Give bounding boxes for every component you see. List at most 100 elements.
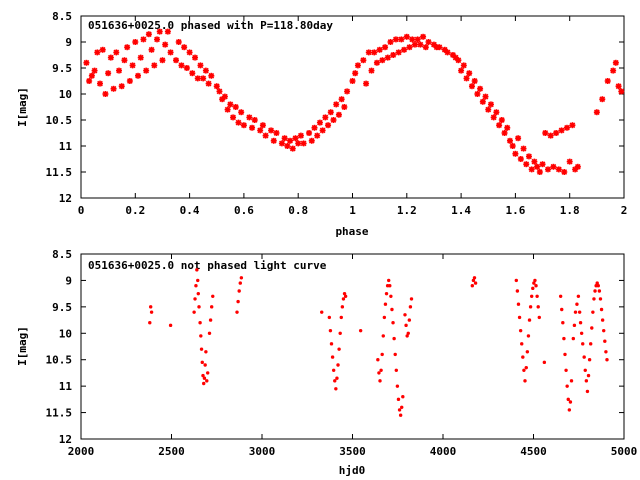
- unphased-data-point: [208, 318, 213, 322]
- unphased-data-point: [591, 310, 595, 314]
- unphased-data-point: [587, 358, 592, 362]
- unphased-data-point: [338, 331, 342, 335]
- unphased-ytick-label: 10: [59, 327, 72, 340]
- phased-data-point: [230, 114, 237, 121]
- phased-data-point: [610, 67, 617, 74]
- phased-data-point: [121, 57, 128, 64]
- unphased-data-point: [598, 297, 603, 301]
- unphased-data-point: [520, 342, 524, 346]
- phased-data-point: [308, 137, 315, 144]
- phased-data-point: [281, 135, 288, 142]
- phased-data-point: [202, 67, 209, 74]
- unphased-data-point: [199, 347, 204, 351]
- phased-data-point: [479, 98, 486, 105]
- unphased-data-point: [237, 289, 241, 293]
- phased-data-point: [232, 104, 239, 110]
- phased-data-point: [485, 106, 492, 113]
- phased-data-point: [129, 62, 136, 69]
- unphased-data-point: [320, 310, 324, 314]
- unphased-data-point: [383, 302, 388, 306]
- phased-data-point: [327, 109, 334, 116]
- unphased-data-point: [518, 328, 523, 333]
- phased-data-point: [224, 106, 231, 113]
- unphased-data-point: [575, 302, 579, 306]
- unphased-data-point: [392, 336, 396, 341]
- phased-data-point: [316, 119, 323, 126]
- phased-data-point: [558, 127, 565, 134]
- unphased-data-point: [405, 334, 409, 338]
- unphased-data-point: [595, 281, 599, 285]
- unphased-data-point: [358, 328, 363, 333]
- unphased-data-point: [401, 395, 405, 399]
- phased-data-point: [86, 78, 93, 84]
- unphased-data-point: [525, 350, 530, 354]
- phased-data-point: [251, 117, 258, 123]
- phased-data-point: [113, 49, 120, 56]
- phased-data-point: [411, 41, 418, 48]
- unphased-data-point: [567, 408, 572, 412]
- phased-data-point: [118, 83, 125, 90]
- unphased-data-point: [204, 350, 208, 354]
- unphased-plot-ylabel: I[mag]: [16, 326, 29, 366]
- phased-data-point: [162, 41, 169, 48]
- phased-data-point: [344, 88, 351, 95]
- unphased-data-point: [573, 310, 578, 314]
- unphased-data-point: [472, 276, 477, 280]
- phased-data-point: [183, 65, 190, 71]
- unphased-data-point: [470, 284, 475, 288]
- phased-ytick-label: 10: [59, 88, 72, 101]
- phased-data-point: [515, 135, 522, 142]
- unphased-data-point: [522, 368, 526, 372]
- unphased-xtick-label: 4000: [430, 445, 457, 458]
- phased-plot-title: 051636+0025.0 phased with P=118.80day: [88, 19, 333, 32]
- phased-data-point: [330, 117, 337, 123]
- unphased-data-point: [407, 318, 412, 322]
- phased-data-point: [213, 83, 220, 90]
- phased-data-point: [384, 54, 391, 61]
- phased-data-point: [553, 130, 560, 136]
- phased-data-point: [208, 72, 215, 79]
- phased-data-point: [390, 52, 397, 58]
- unphased-data-point: [605, 358, 609, 362]
- phased-data-point: [259, 122, 266, 129]
- unphased-plot-xlabel: hjd0: [339, 464, 366, 477]
- unphased-data-point: [207, 331, 212, 335]
- unphased-data-point: [582, 355, 586, 359]
- phased-data-point: [512, 150, 519, 157]
- unphased-data-point: [197, 305, 201, 309]
- phased-data-point: [284, 143, 291, 149]
- phased-data-point: [401, 46, 408, 53]
- phased-ytick-label: 11: [59, 140, 73, 153]
- unphased-data-point: [590, 326, 594, 330]
- unphased-data-point: [203, 363, 207, 367]
- phased-data-point: [474, 91, 481, 97]
- unphased-data-point: [531, 286, 535, 291]
- unphased-data-point: [390, 307, 394, 312]
- phased-data-point: [496, 122, 503, 129]
- unphased-data-point: [581, 342, 585, 346]
- phased-data-point: [555, 166, 562, 173]
- unphased-data-point: [576, 294, 581, 298]
- unphased-xtick-label: 5000: [611, 445, 638, 458]
- phased-data-point: [425, 39, 432, 45]
- unphased-data-point: [168, 323, 173, 328]
- unphased-data-point: [387, 278, 391, 283]
- unphased-data-point: [588, 342, 593, 346]
- unphased-data-point: [336, 363, 340, 367]
- phased-data-point: [270, 137, 277, 144]
- phased-data-point: [563, 124, 570, 131]
- phased-data-point: [436, 44, 443, 51]
- phased-data-point: [398, 36, 405, 43]
- phased-data-point: [306, 130, 313, 136]
- unphased-data-point: [534, 284, 538, 288]
- unphased-data-point: [335, 376, 339, 380]
- phased-data-point: [368, 67, 375, 74]
- phased-xtick-label: 1.4: [451, 204, 471, 217]
- phased-ytick-label: 10.5: [46, 114, 73, 127]
- unphased-data-point: [195, 268, 199, 272]
- unphased-xtick-label: 2000: [68, 445, 95, 458]
- phased-data-point: [273, 130, 280, 136]
- phased-xtick-label: 0.8: [288, 204, 308, 217]
- unphased-data-point: [209, 305, 214, 309]
- phased-data-point: [593, 109, 600, 116]
